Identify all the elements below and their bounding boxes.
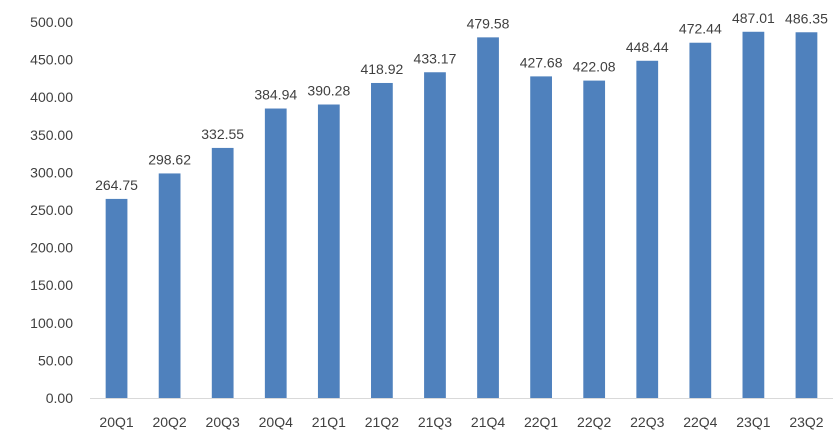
bar: [742, 31, 765, 398]
x-tick-label: 20Q2: [152, 414, 186, 430]
x-tick-label: 20Q4: [259, 414, 293, 430]
data-label: 487.01: [732, 10, 775, 26]
x-tick-label: 21Q2: [365, 414, 399, 430]
data-label: 422.08: [573, 59, 616, 75]
bar: [424, 72, 446, 398]
bar: [530, 76, 552, 398]
x-tick-label: 23Q1: [736, 414, 770, 430]
x-tick-label: 21Q4: [471, 414, 505, 430]
x-tick-label: 21Q3: [418, 414, 452, 430]
y-tick-label: 400.00: [30, 89, 73, 105]
data-label: 390.28: [307, 83, 350, 99]
data-label: 433.17: [414, 50, 457, 66]
bar: [477, 37, 499, 399]
y-tick-label: 200.00: [30, 240, 73, 256]
bar: [371, 82, 393, 398]
bar: [583, 80, 606, 399]
data-label: 384.94: [254, 87, 297, 103]
data-label: 472.44: [679, 21, 722, 37]
bars-group: [105, 31, 818, 399]
bar: [211, 147, 234, 398]
bar: [795, 32, 818, 398]
y-tick-label: 300.00: [30, 164, 73, 180]
x-tick-label: 22Q4: [683, 414, 717, 430]
x-axis-ticks: 20Q1 20Q2 20Q3 20Q4 21Q1 21Q2 21Q3 21Q4 22Q1 22Q2…: [99, 414, 823, 430]
y-tick-label: 150.00: [30, 277, 73, 293]
data-label: 479.58: [467, 15, 510, 31]
x-tick-label: 20Q1: [99, 414, 133, 430]
data-label: 332.55: [201, 126, 244, 142]
bar: [317, 104, 340, 399]
y-tick-label: 500.00: [30, 14, 73, 30]
bar: [264, 108, 287, 399]
data-label: 486.35: [785, 10, 828, 26]
bar: [105, 198, 128, 398]
data-label: 427.68: [520, 54, 563, 70]
bar: [158, 173, 181, 398]
data-labels-group: 264.75 298.62 332.55 384.94 390.28 418.92 433.…: [95, 10, 828, 193]
y-tick-label: 450.00: [30, 52, 73, 68]
data-label: 448.44: [626, 39, 669, 55]
bar: [636, 60, 659, 398]
x-tick-label: 20Q3: [206, 414, 240, 430]
y-tick-label: 100.00: [30, 315, 73, 331]
y-axis-ticks: 0.00 50.00 100.00 150.00 200.00 250.00 300.00 3…: [30, 14, 73, 406]
data-label: 264.75: [95, 177, 138, 193]
y-tick-label: 250.00: [30, 202, 73, 218]
x-tick-label: 23Q2: [789, 414, 823, 430]
x-tick-label: 22Q2: [577, 414, 611, 430]
x-tick-label: 22Q1: [524, 414, 558, 430]
y-tick-label: 50.00: [38, 352, 73, 368]
bar: [689, 42, 712, 398]
y-tick-label: 350.00: [30, 127, 73, 143]
x-tick-label: 21Q1: [312, 414, 346, 430]
data-label: 298.62: [148, 151, 191, 167]
x-tick-label: 22Q3: [630, 414, 664, 430]
y-tick-label: 0.00: [46, 390, 73, 406]
data-label: 418.92: [360, 61, 403, 77]
